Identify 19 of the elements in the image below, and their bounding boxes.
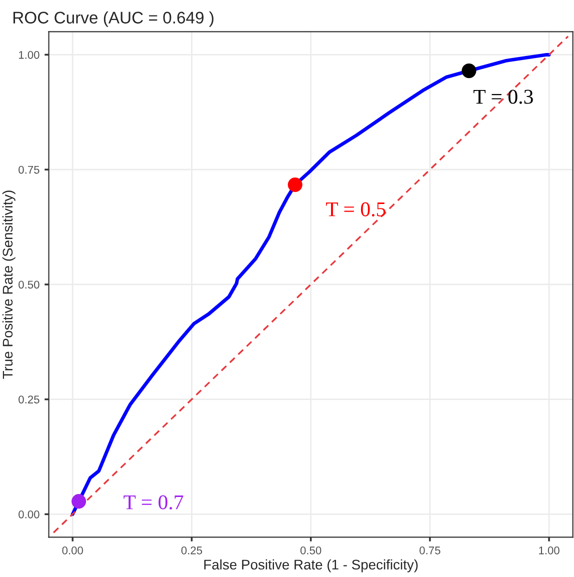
point	[288, 177, 302, 192]
y-tick-label: 1.00	[18, 50, 40, 59]
x-tick-label: 0.50	[300, 546, 322, 554]
y-tick-label: 0.50	[18, 280, 40, 289]
point	[72, 494, 86, 509]
y-tick-label: 0.00	[18, 510, 40, 518]
chart-title: ROC Curve (AUC = 0.649 )	[13, 11, 214, 27]
x-tick-label: 0.75	[420, 546, 440, 554]
point	[462, 64, 476, 78]
annotation: T = 0.3	[474, 90, 533, 104]
x-tick-label: 0.00	[62, 546, 83, 554]
y-tick-label: 0.75	[18, 166, 40, 174]
annotation: T = 0.5	[326, 202, 386, 216]
annotation: T = 0.7	[124, 495, 184, 510]
y-axis-title: True Positive Rate (Sensitivity)	[2, 190, 16, 379]
x-tick-label: 0.25	[181, 546, 202, 554]
x-tick-label: 1.00	[539, 546, 560, 554]
y-tick-label: 0.25	[18, 396, 40, 404]
x-axis-title: False Positive Rate (1 - Specificity)	[204, 559, 418, 572]
